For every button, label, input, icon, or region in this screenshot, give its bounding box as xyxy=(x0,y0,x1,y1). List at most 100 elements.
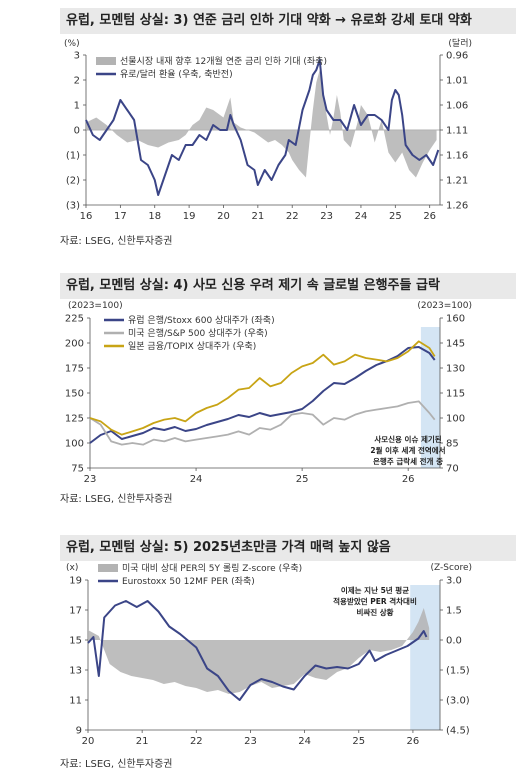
legend-label: 미국 대비 상대 PER의 5Y 롤링 Z-score (우축) xyxy=(122,562,302,574)
x-tick-label: 24 xyxy=(190,474,203,485)
x-tick-label: 24 xyxy=(355,211,368,222)
highlight-band xyxy=(420,327,440,468)
x-tick-label: 26 xyxy=(402,474,415,485)
right-tick-label: 1.21 xyxy=(446,176,468,187)
left-tick-label: 125 xyxy=(65,414,84,425)
annotation-text: 은행주 급락세 전개 중 xyxy=(373,456,443,466)
right-tick-label: 1.01 xyxy=(446,76,468,87)
legend-label: 유럽 은행/Stoxx 600 상대주가 (좌축) xyxy=(128,314,275,326)
annotation-text: 비싸진 상황 xyxy=(356,607,393,617)
x-tick-label: 16 xyxy=(80,211,93,222)
x-tick-label: 19 xyxy=(183,211,196,222)
right-tick-label: (1.5) xyxy=(446,666,470,677)
right-tick-label: 1.06 xyxy=(446,101,468,112)
x-tick-label: 20 xyxy=(217,211,230,222)
x-tick-label: 26 xyxy=(423,211,436,222)
x-tick-label: 23 xyxy=(244,736,257,747)
chart-panel-3: 유럽, 모멘텀 상실: 5) 2025년초만큼 가격 매력 높지 않음 19 17… xyxy=(0,530,522,776)
x-tick-label: 23 xyxy=(320,211,333,222)
left-tick-label: 0 xyxy=(74,126,80,137)
left-tick-label: 2 xyxy=(74,76,80,87)
right-tick-label: (3.0) xyxy=(446,696,470,707)
legend-label: 일본 금융/TOPIX 상대주가 (우축) xyxy=(128,341,256,352)
left-tick-label: 200 xyxy=(65,339,84,350)
left-axis-unit: (x) xyxy=(66,563,78,573)
left-tick-label: 75 xyxy=(71,464,84,475)
right-tick-label: 145 xyxy=(446,339,465,350)
right-tick-label: 1.11 xyxy=(446,126,468,137)
series-line-1 xyxy=(89,346,436,444)
left-tick-label: (1) xyxy=(66,151,80,162)
x-tick-label: 21 xyxy=(136,736,149,747)
x-tick-label: 23 xyxy=(84,474,97,485)
x-tick-label: 25 xyxy=(352,736,365,747)
chart-panel-1: 유럽, 모멘텀 상실: 3) 연준 금리 인하 기대 약화 → 유로화 강세 토… xyxy=(0,0,522,250)
series-area-1 xyxy=(88,608,430,694)
annotation-text: 적용받았던 PER 격차대비 xyxy=(333,596,417,606)
legend-label: Eurostoxx 50 12MF PER (좌축) xyxy=(122,576,255,587)
left-tick-label: 13 xyxy=(69,666,82,677)
right-tick-label: 1.26 xyxy=(446,201,468,212)
chart-title-1: 유럽, 모멘텀 상실: 3) 연준 금리 인하 기대 약화 → 유로화 강세 토… xyxy=(66,13,472,28)
right-axis-unit: (2023=100) xyxy=(417,301,472,311)
left-tick-label: 15 xyxy=(69,636,82,647)
annotation-text: 사모신용 이슈 제기된 xyxy=(374,434,441,444)
series-line-2 xyxy=(87,600,428,701)
legend-label: 미국 은행/S&P 500 상대주가 (우축) xyxy=(128,327,268,339)
chart-source-3: 자료: LSEG, 신한투자증권 xyxy=(60,759,173,770)
legend-label: 선물시장 내재 향후 12개월 연준 금리 인하 기대 (좌축) xyxy=(120,55,327,67)
left-tick-label: 19 xyxy=(69,576,82,587)
right-axis-unit: (Z-Score) xyxy=(431,563,472,573)
left-tick-label: (2) xyxy=(66,176,80,187)
right-tick-label: 1.5 xyxy=(446,606,462,617)
chart-title-bar-3 xyxy=(60,535,516,561)
annotation-text: 이제는 지난 5년 평균 xyxy=(341,585,409,595)
chart-svg-3: 19 17 15 13 11 9 3.0 1.5 0.0 (1.5) (3.0) (4.5) 20 21 2… xyxy=(66,562,472,747)
highlight-band xyxy=(410,585,440,730)
chart-title-2: 유럽, 모멘텀 상실: 4) 사모 신용 우려 제기 속 글로벌 은행주들 급락 xyxy=(66,278,440,293)
right-tick-label: (4.5) xyxy=(446,726,470,737)
left-tick-label: (3) xyxy=(66,201,80,212)
right-tick-label: 1.16 xyxy=(446,151,468,162)
left-tick-label: 9 xyxy=(76,726,82,737)
x-tick-label: 21 xyxy=(251,211,264,222)
x-tick-label: 25 xyxy=(389,211,402,222)
x-tick-label: 17 xyxy=(114,211,127,222)
left-axis-unit: (2023=100) xyxy=(68,301,123,311)
series-line-2 xyxy=(85,59,440,196)
chart-panel-2: 유럽, 모멘텀 상실: 4) 사모 신용 우려 제기 속 글로벌 은행주들 급락… xyxy=(0,265,522,510)
legend-label: 유로/달러 환율 (우축, 축반전) xyxy=(120,68,233,80)
annotation-text: 2월 이후 세계 전역에서 xyxy=(370,445,445,455)
right-tick-label: 70 xyxy=(446,464,459,475)
right-tick-label: 160 xyxy=(446,314,465,325)
series-line-2 xyxy=(89,400,436,446)
chart-svg-2: 2252001751501251007516014513011510085702… xyxy=(65,301,472,485)
left-tick-label: 225 xyxy=(65,314,84,325)
left-axis-unit: (%) xyxy=(64,39,80,49)
right-tick-label: 100 xyxy=(446,414,465,425)
chart-svg-1: 3210(1)(2)(3)0.961.011.061.111.161.211.2… xyxy=(64,37,472,222)
chart-title-3: 유럽, 모멘텀 상실: 5) 2025년초만큼 가격 매력 높지 않음 xyxy=(66,540,391,555)
left-tick-label: 1 xyxy=(74,101,80,112)
x-tick-label: 24 xyxy=(298,736,311,747)
chart-source-2: 자료: LSEG, 신한투자증권 xyxy=(60,494,173,505)
x-tick-label: 20 xyxy=(82,736,95,747)
x-tick-label: 26 xyxy=(407,736,420,747)
left-tick-label: 100 xyxy=(65,439,84,450)
legend-swatch xyxy=(98,564,118,572)
left-tick-label: 150 xyxy=(65,389,84,400)
left-tick-label: 17 xyxy=(69,606,82,617)
right-tick-label: 3.0 xyxy=(446,576,462,587)
legend-swatch xyxy=(96,57,116,65)
left-tick-label: 3 xyxy=(74,51,80,62)
series-line-3 xyxy=(89,340,436,436)
series-area-1 xyxy=(86,70,437,178)
right-tick-label: 130 xyxy=(446,364,465,375)
chart-title-bar-2 xyxy=(60,273,516,299)
left-tick-label: 175 xyxy=(65,364,84,375)
x-tick-label: 22 xyxy=(286,211,299,222)
right-tick-label: 0.0 xyxy=(446,636,462,647)
right-tick-label: 85 xyxy=(446,439,459,450)
right-tick-label: 115 xyxy=(446,389,465,400)
x-tick-label: 18 xyxy=(148,211,161,222)
